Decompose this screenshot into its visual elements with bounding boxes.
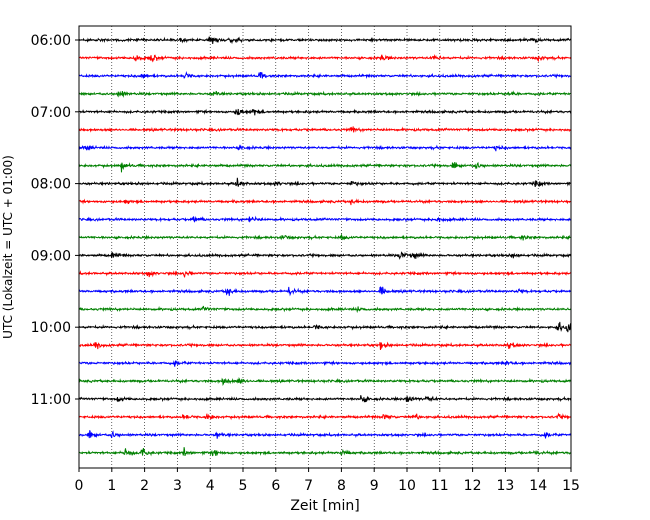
seismogram-trace bbox=[78, 412, 572, 421]
seismogram-trace bbox=[78, 447, 572, 457]
x-tick-label: 11 bbox=[431, 478, 449, 494]
x-tick-label: 2 bbox=[140, 478, 149, 494]
seismogram-trace bbox=[78, 341, 572, 351]
x-tick-label: 8 bbox=[337, 478, 346, 494]
x-tick-label: 1 bbox=[107, 478, 116, 494]
seismogram-trace bbox=[78, 233, 572, 241]
seismogram-trace bbox=[78, 177, 572, 188]
y-axis: 06:00 07:00 08:00 09:00 10:00 11:00 bbox=[31, 33, 79, 408]
seismogram-trace bbox=[78, 377, 572, 387]
x-tick-label: 7 bbox=[304, 478, 313, 494]
seismogram-trace bbox=[78, 161, 572, 173]
seismogram-trace bbox=[78, 251, 572, 260]
seismogram-trace bbox=[78, 360, 572, 367]
seismogram-trace bbox=[78, 305, 572, 314]
seismogram-trace bbox=[78, 430, 572, 439]
x-tick-label: 3 bbox=[173, 478, 182, 494]
x-tick-label: 5 bbox=[239, 478, 248, 494]
seismogram-trace bbox=[78, 270, 572, 278]
y-tick-label: 10:00 bbox=[31, 320, 71, 336]
seismogram-trace bbox=[78, 198, 572, 206]
y-tick-label: 06:00 bbox=[31, 33, 71, 49]
x-tick-label: 0 bbox=[75, 478, 84, 494]
seismogram-trace bbox=[78, 54, 572, 63]
x-tick-label: 14 bbox=[529, 478, 547, 494]
x-tick-label: 6 bbox=[271, 478, 280, 494]
seismogram-trace bbox=[78, 71, 572, 80]
seismogram-trace bbox=[78, 108, 572, 116]
seismogram-traces bbox=[78, 36, 572, 457]
seismogram-trace bbox=[78, 144, 572, 152]
grid-lines bbox=[111, 26, 539, 468]
x-tick-label: 9 bbox=[370, 478, 379, 494]
plot-frame bbox=[78, 25, 572, 469]
x-tick-label: 10 bbox=[398, 478, 416, 494]
seismogram-trace bbox=[78, 126, 572, 133]
x-axis: 0 1 2 3 4 5 6 7 8 9 10 11 12 13 14 15 bbox=[75, 468, 580, 494]
seismogram-trace bbox=[78, 395, 572, 403]
y-tick-label: 09:00 bbox=[31, 248, 71, 264]
x-axis-label: Zeit [min] bbox=[290, 498, 359, 514]
y-tick-label: 08:00 bbox=[31, 177, 71, 193]
seismogram-trace bbox=[78, 321, 572, 333]
seismogram-trace bbox=[78, 90, 572, 98]
seismogram-trace bbox=[78, 286, 572, 297]
x-tick-label: 4 bbox=[206, 478, 215, 494]
y-axis-label: UTC (Lokalzeit = UTC + 01:00) bbox=[1, 155, 15, 339]
seismogram-trace bbox=[78, 215, 572, 223]
seismogram-trace bbox=[78, 36, 572, 45]
x-tick-label: 12 bbox=[464, 478, 482, 494]
y-tick-label: 07:00 bbox=[31, 105, 71, 121]
x-tick-label: 15 bbox=[562, 478, 580, 494]
x-tick-label: 13 bbox=[496, 478, 514, 494]
y-tick-label: 11:00 bbox=[31, 392, 71, 408]
